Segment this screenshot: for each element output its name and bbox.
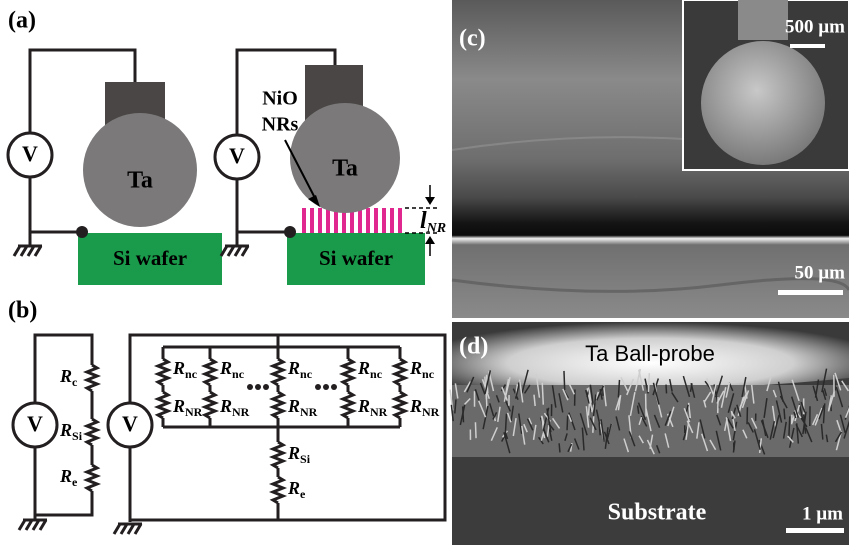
meter: V	[122, 411, 138, 436]
resistor-label: RSi	[59, 420, 83, 443]
scale-label: 1 µm	[802, 503, 843, 524]
resistor-main: R	[287, 478, 300, 498]
meter: V	[27, 411, 43, 436]
nanorod-texture	[463, 406, 464, 422]
resistor-label: Rnc	[287, 358, 313, 381]
resistor-sub: nc	[422, 367, 435, 381]
resistor-sub: NR	[232, 405, 250, 419]
nanorod-texture	[564, 371, 565, 390]
nanorod-texture	[588, 404, 589, 416]
nanorod-texture	[789, 416, 790, 438]
resistor-main: R	[409, 358, 422, 378]
sem-image-c	[452, 0, 849, 318]
resistor-label: RNR	[409, 396, 440, 419]
panel-label: (c)	[459, 26, 486, 52]
resistor-main: R	[59, 420, 72, 440]
nanorod	[398, 208, 402, 233]
nanorod	[390, 208, 394, 233]
probe-label: Ta	[332, 156, 358, 182]
nanorod	[302, 208, 306, 233]
resistor-sub: nc	[185, 367, 198, 381]
nanorod	[358, 208, 362, 233]
nanorod	[310, 208, 314, 233]
meter: V	[22, 141, 38, 166]
resistor-main: R	[172, 396, 185, 416]
resistor-label: Rnc	[172, 358, 198, 381]
ellipsis-dot	[323, 384, 329, 390]
panel-label: (a)	[8, 8, 36, 34]
panel-label: (d)	[459, 334, 488, 360]
resistor-sub: NR	[422, 405, 440, 419]
resistor-sub: nc	[232, 367, 245, 381]
length-sub: NR	[426, 221, 446, 236]
resistor-sub: e	[72, 475, 78, 489]
resistor-main: R	[219, 358, 232, 378]
resistor-main: R	[287, 396, 300, 416]
nanorod-texture	[559, 443, 560, 452]
resistor-sub: Si	[72, 429, 83, 443]
nanorod	[366, 208, 370, 233]
nanorod-texture	[599, 423, 600, 435]
nanorod-texture	[567, 415, 568, 430]
wafer-label: Si wafer	[319, 246, 393, 270]
meter: V	[229, 143, 245, 168]
length-label: lNR	[420, 208, 446, 237]
figure: (a) V Ta Si wafer V Ta NiO NRs lNR Si wa…	[0, 0, 849, 545]
nanorod	[382, 208, 386, 233]
probe-label: Ta Ball-probe	[585, 341, 715, 366]
nanorod-label: NiO	[262, 88, 298, 110]
nanorod-texture	[542, 383, 543, 405]
resistor-label: Rnc	[219, 358, 245, 381]
resistor-sub: c	[72, 375, 78, 389]
resistor-label: Rc	[59, 366, 78, 389]
probe-label: Ta	[127, 168, 153, 194]
panel-label: (b)	[8, 298, 37, 324]
resistor-sub: NR	[300, 405, 318, 419]
resistor-label: RSi	[287, 443, 311, 466]
ellipsis-dot	[247, 384, 253, 390]
nanorod-texture	[475, 422, 476, 438]
nanorod-label: NRs	[262, 114, 299, 136]
resistor-main: R	[219, 396, 232, 416]
resistor-label: Rnc	[409, 358, 435, 381]
resistor-label: Re	[59, 466, 78, 489]
resistor-main: R	[357, 396, 370, 416]
resistor-label: RNR	[172, 396, 203, 419]
resistor-label: Re	[287, 478, 306, 501]
resistor-sub: Si	[300, 452, 311, 466]
scale-label: 500 µm	[785, 16, 845, 37]
nanorod-texture	[784, 409, 785, 420]
resistor-sub: e	[300, 487, 306, 501]
wafer-label: Si wafer	[113, 246, 187, 270]
substrate-label: Substrate	[608, 500, 707, 526]
resistor-sub: NR	[370, 405, 388, 419]
resistor-main: R	[59, 366, 72, 386]
resistor-main: R	[409, 396, 422, 416]
resistor-sub: nc	[300, 367, 313, 381]
nanorod-texture	[648, 373, 649, 392]
nanorod	[318, 208, 322, 233]
resistor-sub: NR	[185, 405, 203, 419]
ellipsis-dot	[255, 384, 261, 390]
ellipsis-dot	[331, 384, 337, 390]
resistor-main: R	[357, 358, 370, 378]
ellipsis-dot	[263, 384, 269, 390]
resistor-main: R	[172, 358, 185, 378]
resistor-label: RNR	[287, 396, 318, 419]
nanorod	[326, 208, 330, 233]
nanorod-texture	[666, 385, 667, 394]
resistor-main: R	[59, 466, 72, 486]
resistor-label: RNR	[219, 396, 250, 419]
nanorod	[374, 208, 378, 233]
resistor-sub: nc	[370, 367, 383, 381]
scale-label: 50 µm	[794, 262, 845, 283]
resistor-label: Rnc	[357, 358, 383, 381]
ellipsis-dot	[315, 384, 321, 390]
resistor-main: R	[287, 358, 300, 378]
resistor-main: R	[287, 443, 300, 463]
resistor-label: RNR	[357, 396, 388, 419]
